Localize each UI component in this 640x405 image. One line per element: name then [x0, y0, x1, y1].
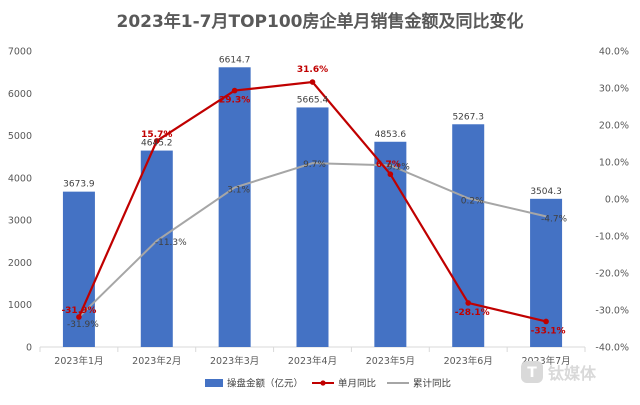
- y2-tick-label: 40.0%: [599, 47, 629, 58]
- line-value-label: -31.9%: [61, 306, 96, 316]
- bar: [452, 124, 485, 347]
- legend-marker: [320, 380, 326, 386]
- line-value-label: 29.3%: [219, 96, 250, 106]
- watermark-text: 钛媒体: [548, 364, 597, 383]
- line-value-label: 9.1%: [387, 162, 410, 172]
- line-value-label: -11.3%: [155, 238, 187, 248]
- y-tick-label: 2000: [8, 258, 32, 269]
- y-tick-label: 0: [26, 343, 32, 354]
- y2-tick-label: -40.0%: [595, 343, 629, 354]
- y2-tick-label: -30.0%: [595, 306, 629, 317]
- x-tick-label: 2023年5月: [366, 355, 415, 367]
- line-point: [465, 300, 472, 306]
- line-point: [387, 171, 394, 178]
- line-point: [153, 138, 160, 144]
- line-value-label: 15.7%: [141, 130, 172, 140]
- line-point: [231, 87, 238, 94]
- line-value-label: -31.9%: [67, 320, 99, 330]
- legend-swatch: [205, 379, 223, 387]
- line-value-label: -28.1%: [455, 308, 490, 318]
- bar-value-label: 5665.4: [297, 95, 329, 105]
- x-tick-label: 2023年4月: [288, 355, 337, 367]
- y-tick-label: 1000: [8, 300, 32, 311]
- legend-label: 累计同比: [413, 378, 451, 390]
- bar-value-label: 4645.2: [141, 139, 173, 149]
- x-tick-label: 2023年1月: [54, 355, 103, 367]
- bar-value-label: 3504.3: [530, 187, 562, 197]
- line-value-label: 9.7%: [303, 160, 326, 170]
- x-tick-label: 2023年2月: [132, 355, 181, 367]
- line-point: [309, 79, 316, 85]
- line-value-label: 31.6%: [297, 65, 328, 75]
- bar-value-label: 6614.7: [219, 55, 251, 65]
- bar: [140, 150, 173, 347]
- line-value-label: -4.7%: [541, 214, 568, 224]
- y-tick-label: 6000: [8, 89, 32, 100]
- y-tick-label: 7000: [8, 47, 32, 58]
- bar: [218, 67, 251, 347]
- line-cumulative-yoy: [78, 162, 547, 318]
- bar: [62, 191, 95, 347]
- x-tick-label: 2023年3月: [210, 355, 259, 367]
- watermark-logo-icon: [521, 361, 543, 383]
- legend-label: 单月同比: [338, 378, 376, 390]
- y-tick-label: 3000: [8, 216, 32, 227]
- watermark: T 钛媒体: [521, 361, 597, 383]
- bar-value-label: 5267.3: [452, 112, 484, 122]
- line-value-label: 6.7%: [376, 160, 401, 170]
- line-point: [543, 318, 549, 325]
- bar-value-label: 3673.9: [63, 180, 95, 190]
- y2-tick-label: 20.0%: [599, 121, 629, 132]
- y2-tick-label: 10.0%: [599, 158, 629, 169]
- y-tick-label: 4000: [8, 173, 32, 184]
- y-tick-label: 5000: [8, 131, 32, 142]
- chart-title: 2023年1-7月TOP100房企单月销售金额及同比变化: [116, 11, 523, 32]
- x-tick-label: 2023年6月: [444, 355, 493, 367]
- bar: [296, 107, 329, 348]
- line-value-label: 3.1%: [227, 186, 250, 196]
- y2-tick-label: 0.0%: [605, 195, 629, 206]
- bar-value-label: 4853.6: [375, 130, 407, 140]
- y2-tick-label: -10.0%: [595, 232, 629, 243]
- legend-label: 操盘金额（亿元）: [227, 378, 303, 390]
- line-point: [76, 314, 82, 320]
- line-value-label: 0.2%: [461, 196, 484, 206]
- y2-tick-label: 30.0%: [599, 84, 629, 95]
- y2-tick-label: -20.0%: [595, 269, 629, 280]
- line-value-label: -33.1%: [531, 326, 566, 336]
- watermark-logo-letter: T: [527, 365, 537, 381]
